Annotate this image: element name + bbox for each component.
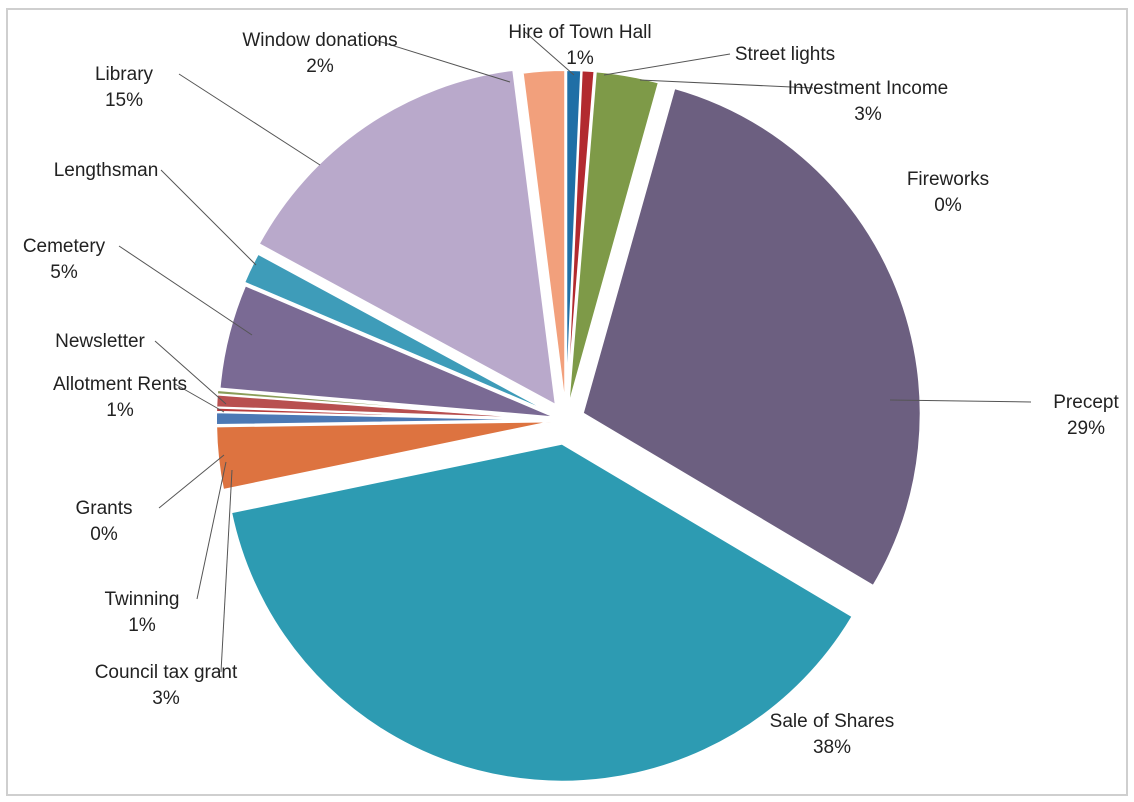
- leader-line-allotment-rents: [174, 383, 225, 413]
- slice-label-hire-of-town-hall: Hire of Town Hall: [508, 22, 651, 43]
- leader-line-precept: [889, 399, 1032, 403]
- slice-percent-grants: 0%: [90, 524, 118, 545]
- slice-label-newsletter: Newsletter: [55, 331, 145, 352]
- slice-label-window-donations: Window donations: [242, 30, 397, 51]
- leader-line-council-tax-grant: [220, 469, 233, 673]
- slice-label-council-tax-grant: Council tax grant: [95, 662, 238, 683]
- slice-percent-council-tax-grant: 3%: [152, 688, 180, 709]
- leader-line-hire-of-town-hall: [524, 31, 575, 76]
- leader-line-twinning: [196, 461, 227, 600]
- leader-line-window-donations: [374, 39, 511, 83]
- slice-percent-sale-of-shares: 38%: [813, 737, 851, 758]
- slice-label-library: Library: [95, 64, 154, 85]
- leader-line-newsletter: [154, 340, 227, 405]
- leader-line-library: [178, 73, 321, 166]
- pie-slice-newsletter: [215, 388, 555, 421]
- slice-label-precept: Precept: [1053, 392, 1119, 413]
- leader-line-street-lights: [603, 53, 731, 76]
- slice-label-investment-income: Investment Income: [788, 78, 949, 99]
- pie-slice-investment-income: [567, 70, 661, 409]
- slice-label-twinning: Twinning: [105, 589, 180, 610]
- slice-label-fireworks: Fireworks: [907, 169, 989, 190]
- leader-line-grants: [158, 454, 225, 509]
- leader-line-lengthsman: [160, 169, 257, 266]
- top-strip: [0, 0, 1134, 8]
- slice-percent-allotment-rents: 1%: [106, 400, 134, 421]
- slice-label-sale-of-shares: Sale of Shares: [770, 711, 895, 732]
- slice-percent-fireworks: 0%: [934, 195, 962, 216]
- pie-slice-lengthsman: [242, 252, 556, 416]
- pie-slice-cemetery: [218, 284, 557, 419]
- slice-percent-investment-income: 3%: [854, 104, 882, 125]
- pie-slice-precept: [581, 86, 922, 588]
- slice-percent-twinning: 1%: [128, 615, 156, 636]
- pie-slice-council-tax-grant: [215, 420, 555, 492]
- slice-percent-cemetery: 5%: [50, 262, 78, 283]
- slice-label-cemetery: Cemetery: [23, 236, 106, 257]
- pie-slice-library: [257, 68, 558, 407]
- pie-slice-sale-of-shares: [229, 442, 854, 783]
- pie-slice-street-lights: [565, 69, 596, 409]
- slice-percent-library: 15%: [105, 90, 143, 111]
- slice-label-grants: Grants: [75, 498, 132, 519]
- slice-percent-window-donations: 2%: [306, 56, 334, 77]
- slice-label-allotment-rents: Allotment Rents: [53, 374, 187, 395]
- slice-label-lengthsman: Lengthsman: [54, 160, 159, 181]
- slice-percent-hire-of-town-hall: 1%: [566, 48, 594, 69]
- pie-slice-window-donations: [521, 69, 567, 409]
- slice-percent-precept: 29%: [1067, 418, 1105, 439]
- leader-line-investment-income: [639, 79, 814, 89]
- pie-slice-fireworks: [568, 81, 663, 409]
- slice-label-street-lights: Street lights: [735, 44, 835, 65]
- leader-line-cemetery: [118, 245, 253, 336]
